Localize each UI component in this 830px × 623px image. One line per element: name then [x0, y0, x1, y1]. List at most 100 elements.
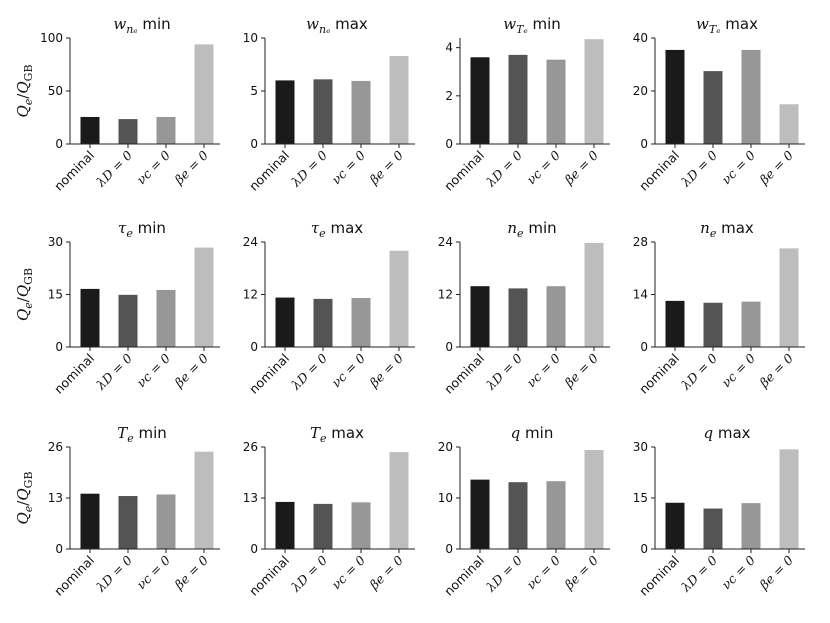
bar-4: [194, 451, 214, 549]
chart-title-symbol: n: [507, 219, 517, 237]
chart-title-subscript: e: [127, 432, 134, 445]
chart-title-word: max: [327, 424, 365, 442]
bar-1: [470, 57, 490, 144]
chart-title-symbol: q: [703, 424, 713, 442]
x-tick-label: νc = 0: [134, 552, 174, 592]
x-tick-label: νc = 0: [524, 552, 564, 592]
chart-title-symbol: τ: [311, 219, 320, 237]
bar-4: [779, 449, 799, 549]
chart-title-subscript: e: [320, 432, 327, 445]
x-tick-label: βe = 0: [561, 147, 601, 187]
chart-title-subscript: e: [517, 227, 524, 240]
x-tick-label: λD = 0: [287, 350, 330, 393]
bar-3: [546, 59, 566, 144]
x-tick-label: λD = 0: [677, 552, 720, 595]
bar-2: [508, 482, 528, 549]
x-tick-label: λD = 0: [92, 350, 135, 393]
x-tick-label: νc = 0: [134, 147, 174, 187]
chart-title-word: min: [134, 424, 167, 442]
bar-3: [741, 49, 761, 144]
bar-4: [584, 39, 604, 144]
y-tick-label: 100: [40, 31, 63, 45]
x-tick-label: νc = 0: [719, 350, 759, 390]
y-tick-label: 24: [438, 235, 453, 249]
chart-title-symbol: T: [310, 424, 321, 442]
chart-title: ne max: [700, 219, 754, 240]
y-label-q-sub: e: [22, 302, 35, 309]
y-tick-label: 40: [633, 31, 648, 45]
x-tick-label: λD = 0: [677, 350, 720, 393]
chart-title-symbol: w: [696, 15, 709, 33]
y-label-qgb: Q: [14, 285, 32, 297]
chart-title-word: min: [138, 15, 171, 33]
bar-3: [351, 502, 371, 549]
chart-title: τe min: [118, 219, 166, 240]
chart-title: τe max: [311, 219, 363, 240]
chart-title-symbol: w: [306, 15, 319, 33]
chart-title-word: max: [721, 15, 759, 33]
x-tick-label: λD = 0: [482, 552, 525, 595]
y-label-qgb: Q: [14, 81, 32, 93]
chart-title-subscript: e: [710, 227, 717, 240]
x-tick-label: λD = 0: [287, 147, 330, 190]
y-tick-label: 0: [250, 340, 258, 354]
y-tick-label: 26: [48, 440, 63, 454]
x-tick-label: βe = 0: [756, 350, 796, 390]
chart-title-word: max: [330, 15, 368, 33]
y-axis-label: Qe/QGB: [14, 471, 35, 524]
chart-title-word: min: [520, 424, 553, 442]
bar-3: [546, 481, 566, 549]
y-tick-label: 13: [243, 491, 258, 505]
chart-title-symbol: w: [113, 15, 126, 33]
y-label-q: Q: [14, 105, 32, 117]
y-tick-label: 0: [250, 137, 258, 151]
y-tick-label: 0: [445, 340, 453, 354]
y-label-q: Q: [14, 309, 32, 321]
bar-1: [665, 502, 685, 549]
bar-1: [80, 493, 100, 549]
x-tick-label: βe = 0: [756, 552, 796, 592]
bar-2: [703, 302, 723, 347]
bar-2: [703, 508, 723, 549]
y-tick-label: 10: [438, 491, 453, 505]
x-tick-label: λD = 0: [287, 552, 330, 595]
y-axis-label: Qe/QGB: [14, 268, 35, 321]
bar-3: [156, 116, 176, 144]
x-tick-label: λD = 0: [677, 147, 720, 190]
bar-1: [665, 49, 685, 144]
x-tick-label: nominal: [441, 351, 487, 397]
y-tick-label: 12: [243, 288, 258, 302]
y-label-slash: /: [14, 296, 32, 302]
bar-2: [313, 79, 333, 144]
y-tick-label: 24: [243, 235, 258, 249]
chart-title: Te min: [117, 424, 167, 445]
chart-title-symbol: T: [117, 424, 128, 442]
chart-title-word: min: [133, 219, 166, 237]
bar-2: [508, 54, 528, 145]
y-tick-label: 13: [48, 491, 63, 505]
x-tick-label: λD = 0: [482, 147, 525, 190]
chart-title-subscript: Tₑ: [709, 23, 721, 36]
bar-2: [313, 298, 333, 347]
chart-title: Te max: [310, 424, 364, 445]
chart-title-subscript: nₑ: [319, 23, 330, 36]
bar-2: [118, 496, 138, 549]
y-tick-label: 10: [243, 31, 258, 45]
y-label-qgb: Q: [14, 488, 32, 500]
bar-3: [351, 298, 371, 347]
chart-title-word: max: [716, 219, 754, 237]
chart-title: wTₑ max: [696, 15, 758, 36]
bar-2: [118, 294, 138, 347]
bar-4: [389, 56, 409, 144]
y-tick-label: 30: [48, 235, 63, 249]
bar-4: [584, 242, 604, 347]
x-tick-label: nominal: [441, 553, 487, 599]
bar-3: [741, 301, 761, 347]
x-tick-label: βe = 0: [366, 350, 406, 390]
y-tick-label: 20: [633, 84, 648, 98]
chart-title-symbol: τ: [118, 219, 127, 237]
